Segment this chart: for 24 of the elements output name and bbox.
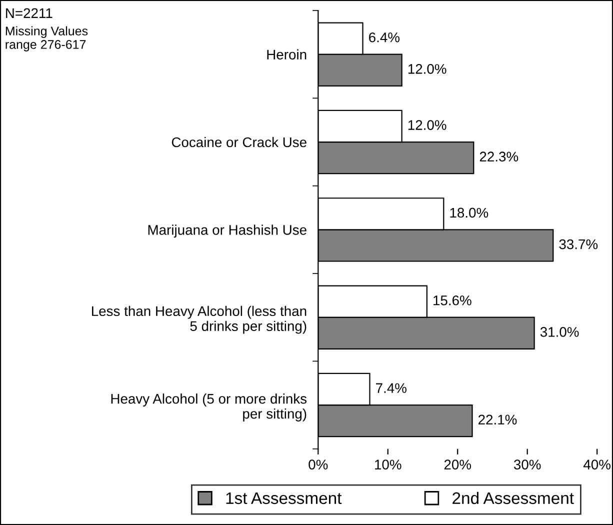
data-label: 33.7% [559,239,598,250]
x-tick-label: 30% [514,460,541,470]
data-label: 18.0% [450,208,488,218]
data-label: 31.0% [540,327,579,337]
legend-label: 2nd Assessment [452,492,574,504]
x-tick-label: 40% [583,460,610,470]
data-label: 6.4% [369,32,400,42]
y-tick-label: Cocaine or Crack Use [172,136,306,148]
x-tick-label: 0% [308,460,328,470]
text: N=2211 [6,8,52,18]
y-tick-label: Marijuana or Hashish Use [148,224,306,238]
data-label: 22.3% [480,152,518,162]
data-label: 22.1% [478,414,517,424]
y-tick-label: Heroin [267,49,306,60]
y-tick-label: Heavy Alcohol (5 or more drinks per sitting) [111,394,307,422]
data-label: 15.6% [434,295,472,306]
text: Missing Values range 276-617 [6,26,88,52]
x-tick-label: 10% [375,460,402,470]
legend-label: 1st Assessment [226,492,342,504]
data-label: 12.0% [408,120,446,130]
data-label: 12.0% [408,64,446,74]
x-tick-label: 20% [444,460,472,470]
data-label: 7.4% [376,383,406,393]
y-tick-label: Less than Heavy Alcohol (less than 5 drinks per sitting) [92,306,306,334]
